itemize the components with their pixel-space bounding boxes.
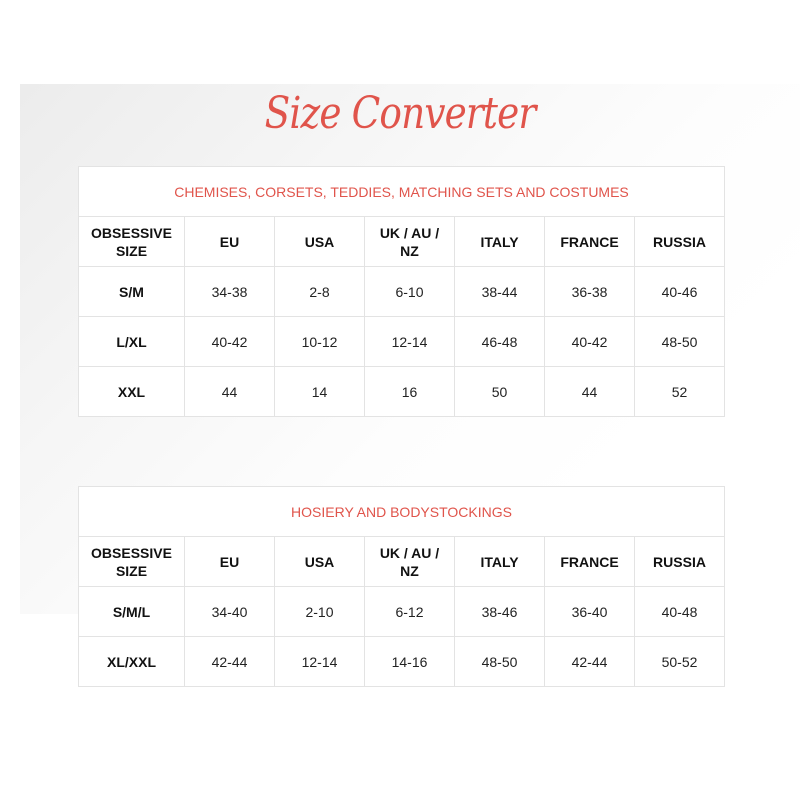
table-category-title: HOSIERY AND BODYSTOCKINGS	[78, 486, 725, 537]
size-label: XXL	[78, 366, 185, 417]
size-value: 50	[454, 366, 545, 417]
table-category-title: CHEMISES, CORSETS, TEDDIES, MATCHING SET…	[78, 166, 725, 217]
size-value: 6-12	[364, 586, 455, 637]
size-value: 12-14	[364, 316, 455, 367]
column-header: EU	[184, 216, 275, 267]
size-table-lingerie: CHEMISES, CORSETS, TEDDIES, MATCHING SET…	[78, 166, 725, 417]
size-value: 36-40	[544, 586, 635, 637]
size-value: 10-12	[274, 316, 365, 367]
column-header: FRANCE	[544, 536, 635, 587]
size-value: 38-46	[454, 586, 545, 637]
size-label: XL/XXL	[78, 636, 185, 687]
column-header: UK / AU / NZ	[364, 536, 455, 587]
size-value: 14	[274, 366, 365, 417]
column-header: ITALY	[454, 536, 545, 587]
column-header: UK / AU / NZ	[364, 216, 455, 267]
size-value: 34-38	[184, 266, 275, 317]
size-value: 34-40	[184, 586, 275, 637]
table-header-row: OBSESSIVE SIZE EU USA UK / AU / NZ ITALY FRAN…	[78, 216, 725, 267]
column-header: USA	[274, 536, 365, 587]
size-value: 42-44	[544, 636, 635, 687]
table-row: XL/XXL 42-44 12-14 14-16 48-50 42-44 50-52	[78, 636, 725, 687]
size-value: 2-8	[274, 266, 365, 317]
size-value: 6-10	[364, 266, 455, 317]
size-label: S/M	[78, 266, 185, 317]
size-value: 48-50	[634, 316, 725, 367]
column-header: RUSSIA	[634, 216, 725, 267]
size-value: 40-42	[184, 316, 275, 367]
size-value: 44	[184, 366, 275, 417]
size-label: S/M/L	[78, 586, 185, 637]
column-header: ITALY	[454, 216, 545, 267]
table-row: S/M/L 34-40 2-10 6-12 38-46 36-40 40-48	[78, 586, 725, 637]
size-value: 2-10	[274, 586, 365, 637]
size-value: 16	[364, 366, 455, 417]
size-value: 40-46	[634, 266, 725, 317]
column-header: EU	[184, 536, 275, 587]
size-label: L/XL	[78, 316, 185, 367]
column-header: OBSESSIVE SIZE	[78, 216, 185, 267]
size-value: 42-44	[184, 636, 275, 687]
table-row: S/M 34-38 2-8 6-10 38-44 36-38 40-46	[78, 266, 725, 317]
size-value: 52	[634, 366, 725, 417]
table-header-row: OBSESSIVE SIZE EU USA UK / AU / NZ ITALY FRAN…	[78, 536, 725, 587]
size-value: 12-14	[274, 636, 365, 687]
size-value: 46-48	[454, 316, 545, 367]
size-value: 38-44	[454, 266, 545, 317]
size-value: 14-16	[364, 636, 455, 687]
size-value: 48-50	[454, 636, 545, 687]
size-value: 40-48	[634, 586, 725, 637]
page-title: Size Converter	[264, 88, 537, 139]
column-header: USA	[274, 216, 365, 267]
column-header: OBSESSIVE SIZE	[78, 536, 185, 587]
size-value: 44	[544, 366, 635, 417]
column-header: FRANCE	[544, 216, 635, 267]
size-value: 36-38	[544, 266, 635, 317]
size-value: 40-42	[544, 316, 635, 367]
table-row: XXL 44 14 16 50 44 52	[78, 366, 725, 417]
size-value: 50-52	[634, 636, 725, 687]
table-row: L/XL 40-42 10-12 12-14 46-48 40-42 48-50	[78, 316, 725, 367]
size-table-hosiery: HOSIERY AND BODYSTOCKINGS OBSESSIVE SIZE E…	[78, 486, 725, 687]
column-header: RUSSIA	[634, 536, 725, 587]
